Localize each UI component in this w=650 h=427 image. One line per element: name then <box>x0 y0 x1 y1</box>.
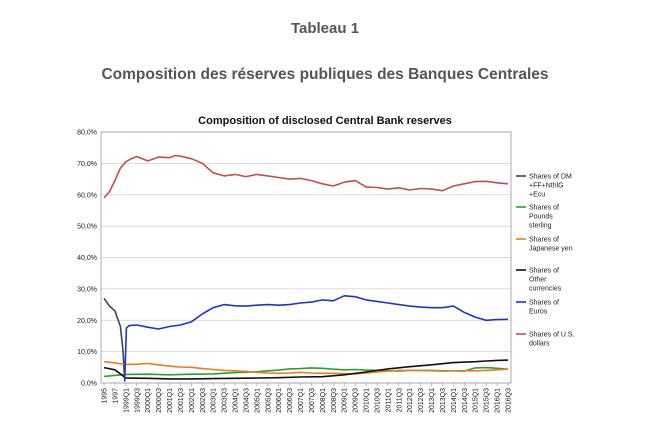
x-tick-label: 2007Q1 <box>298 388 305 413</box>
legend: Shares of DM +FF+NthlG +Ecu Shares of Pounds… <box>516 174 575 348</box>
legend-label: Shares of U.S. dollars <box>529 332 575 348</box>
y-tick-label: 0,0% <box>81 381 97 388</box>
legend-item-3: Shares of Japanese yen <box>516 237 573 253</box>
x-tick-label: 2006Q1 <box>276 388 283 413</box>
chart-title: Composition of disclosed Central Bank re… <box>198 115 452 127</box>
series-line-5 <box>123 295 509 382</box>
x-tick-label: 2008Q1 <box>320 388 327 413</box>
y-tick-label: 10,0% <box>77 349 97 356</box>
x-tick-label: 2011Q1 <box>385 388 392 412</box>
x-tick-label: 2002Q1 <box>189 388 196 413</box>
series-line-3 <box>103 360 509 375</box>
legend-item-5: Shares of Euros <box>516 300 559 316</box>
plot-frame <box>100 131 512 384</box>
y-tick-label: 20,0% <box>77 318 97 325</box>
y-tick-label: 80,0% <box>77 130 97 137</box>
x-tick-label: 1995 <box>102 388 109 404</box>
legend-item-1: Shares of DM +FF+NthlG +Ecu <box>516 174 572 199</box>
x-tick-label: 2010Q3 <box>374 388 381 413</box>
grid-layer <box>101 131 511 384</box>
x-tick-label: 2001Q3 <box>178 388 185 413</box>
legend-label: Shares of Japanese yen <box>529 237 573 253</box>
x-tick-label: 2006Q3 <box>287 388 294 413</box>
legend-label: Shares of Pounds sterling <box>529 205 559 230</box>
y-tick-label: 50,0% <box>77 224 97 231</box>
x-tick-label: 2015Q3 <box>484 388 491 413</box>
y-tick-label: 40,0% <box>77 255 97 262</box>
y-tick-label: 30,0% <box>77 286 97 293</box>
x-tick-label: 2003Q3 <box>222 388 229 413</box>
x-tick-label: 2013Q3 <box>440 388 447 413</box>
x-tick-label: 2014Q1 <box>451 388 458 413</box>
series-line-1 <box>103 297 126 382</box>
x-tick-label: 1999Q3 <box>134 388 141 413</box>
legend-label: Shares of Other currencies <box>529 268 562 293</box>
x-tick-label: 2015Q1 <box>473 388 480 413</box>
legend-label: Shares of Euros <box>529 300 559 316</box>
y-tick-label: 60,0% <box>77 192 97 199</box>
x-tick-label: 2005Q1 <box>254 388 261 413</box>
page-title: Tableau 1 <box>290 20 360 37</box>
x-tick-label: 2003Q1 <box>211 388 218 413</box>
legend-item-2: Shares of Pounds sterling <box>516 205 559 230</box>
x-tick-label: 2011Q3 <box>396 388 403 412</box>
x-tick-label: 2007Q3 <box>309 388 316 413</box>
x-tick-label: 2009Q1 <box>342 388 349 413</box>
legend-item-6: Shares of U.S. dollars <box>516 332 575 348</box>
x-tick-label: 2004Q3 <box>243 388 250 413</box>
x-tick-label: 2012Q1 <box>407 388 414 413</box>
x-tick-label: 2014Q3 <box>462 388 469 413</box>
x-tick-label: 2008Q3 <box>331 388 338 413</box>
series-layer <box>103 154 509 382</box>
x-tick-label: 1997 <box>112 388 119 404</box>
x-tick-label: 2001Q1 <box>167 388 174 413</box>
y-tick-label: 70,0% <box>77 161 97 168</box>
x-tick-label: 2000Q1 <box>145 388 152 413</box>
x-tick-label: 2002Q3 <box>200 388 207 413</box>
x-tick-label: 2005Q3 <box>265 388 272 413</box>
x-tick-label: 2013Q1 <box>429 388 436 413</box>
x-tick-label: 2010Q1 <box>364 388 371 413</box>
series-line-6 <box>103 154 509 199</box>
x-tick-label: 1999Q1 <box>123 388 130 413</box>
axis-layer: 0,0% 10,0% 20,0% 30,0% 40,0% 50,0% 60,0% 70,0% 8… <box>77 130 512 413</box>
x-tick-label: 2012Q3 <box>418 388 425 413</box>
x-tick-label: 2004Q1 <box>233 388 240 413</box>
series-line-4 <box>103 359 509 380</box>
x-tick-label: 2009Q3 <box>353 388 360 413</box>
x-tick-label: 2016Q1 <box>495 388 502 413</box>
x-tick-label: 2000Q3 <box>156 388 163 413</box>
legend-label: Shares of DM +FF+NthlG +Ecu <box>529 174 572 199</box>
x-tick-label: 2016Q3 <box>506 388 513 413</box>
page-subtitle: Composition des réserves publiques des B… <box>101 66 549 83</box>
legend-item-4: Shares of Other currencies <box>516 268 562 293</box>
